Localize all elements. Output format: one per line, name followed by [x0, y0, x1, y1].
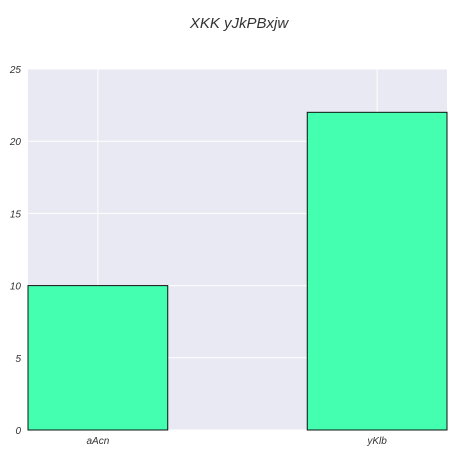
y-tick-label-0: 0	[15, 426, 21, 437]
bars	[27, 111, 448, 431]
y-tick-label-5: 5	[15, 354, 21, 365]
y-tick-label-15: 15	[10, 209, 22, 220]
chart-title: XKK yJkPBxjw	[189, 15, 290, 32]
x-tick-label-yKlb: yKlb	[366, 436, 387, 447]
y-axis-ticks: 0 5 10 15 20 25	[9, 65, 22, 437]
x-tick-label-aAcn: aAcn	[86, 436, 109, 447]
y-tick-label-20: 20	[9, 137, 22, 148]
bar-aAcn	[27, 285, 169, 431]
x-axis-ticks: aAcn yKlb	[86, 436, 387, 447]
y-tick-label-25: 25	[9, 65, 22, 76]
bar-yKlb	[306, 111, 448, 431]
y-tick-label-10: 10	[10, 282, 22, 293]
